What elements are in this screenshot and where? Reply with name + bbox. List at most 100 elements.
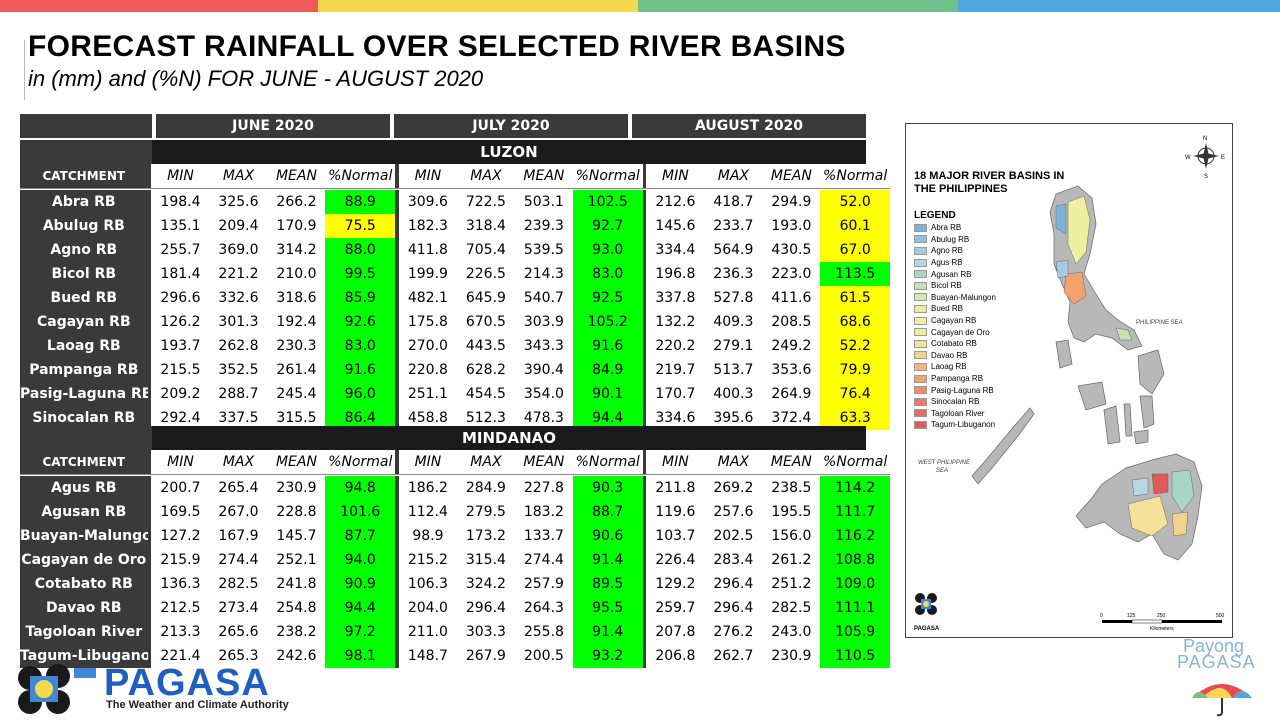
mean-value: 251.2 [771, 576, 812, 592]
percent-normal-value: 102.5 [572, 190, 643, 214]
mean-value: 274.4 [523, 552, 564, 568]
min-value: 226.4 [655, 552, 696, 568]
max-value: 296.4 [713, 600, 754, 616]
legend-swatch [914, 270, 927, 279]
min-value: 458.8 [407, 410, 448, 426]
percent-normal-value: 90.1 [572, 382, 643, 406]
column-label: MAX [222, 454, 255, 470]
pagasa-tagline: The Weather and Climate Authority [106, 699, 289, 711]
legend-item: Agusan RB [914, 268, 996, 280]
min-value: 209.2 [160, 386, 201, 402]
mean-value: 230.3 [276, 338, 317, 354]
column-separator [147, 382, 152, 406]
catchment-label: CATCHMENT [20, 450, 148, 474]
philippine-sea-label: PHILIPPINE SEA [1136, 320, 1183, 326]
column-separator [395, 214, 399, 238]
min-value: 309.6 [407, 194, 448, 210]
mean-value: 261.4 [276, 362, 317, 378]
column-separator [642, 164, 647, 188]
column-label: MAX [470, 168, 502, 184]
min-value: 103.7 [655, 528, 696, 544]
legend-item: Agus RB [914, 257, 996, 269]
catchment-name: Pampanga RB [20, 358, 148, 382]
column-separator [642, 310, 647, 334]
compass-s-label: S [1204, 174, 1208, 180]
mean-value: 318.6 [276, 290, 317, 306]
cotabato-basin [1127, 495, 1169, 537]
column-label: MEAN [770, 168, 812, 184]
legend-swatch [914, 420, 927, 429]
legend-swatch [914, 304, 927, 313]
mean-value: 314.2 [276, 242, 317, 258]
mean-value: 210.0 [276, 266, 317, 282]
max-value: 267.0 [218, 504, 259, 520]
max-value: 418.7 [713, 194, 754, 210]
column-separator [395, 310, 399, 334]
min-value: 112.4 [407, 504, 448, 520]
column-separator [395, 286, 399, 310]
percent-normal-value: 92.5 [572, 286, 643, 310]
min-value: 259.7 [655, 600, 696, 616]
max-value: 167.9 [218, 528, 259, 544]
legend-label: Abulug RB [931, 234, 970, 244]
percent-normal-value: 109.0 [820, 572, 890, 596]
samar-island [1137, 349, 1165, 395]
min-value: 145.6 [655, 218, 696, 234]
max-value: 409.3 [713, 314, 754, 330]
mean-value: 264.9 [771, 386, 812, 402]
top-color-bar [0, 0, 1280, 12]
mean-value: 353.6 [771, 362, 812, 378]
table-row: Bicol RB 181.4 221.2 210.0 99.5 199.9 226.5 214… [20, 262, 890, 286]
bohol-island [1133, 429, 1149, 445]
table-row: Laoag RB 193.7 262.8 230.3 83.0 270.0 443.5 343… [20, 334, 890, 358]
cagayan-basin [1067, 195, 1091, 265]
min-value: 136.3 [160, 576, 201, 592]
catchment-header-blank [20, 426, 152, 450]
column-separator [395, 334, 399, 358]
min-value: 221.4 [160, 648, 201, 664]
scale-label-250: 250 [1157, 613, 1166, 619]
column-separator [395, 164, 399, 188]
max-value: 645.9 [465, 290, 506, 306]
percent-normal-value: 90.3 [572, 476, 643, 500]
compass-w-label: W [1185, 155, 1191, 161]
percent-normal-value: 91.4 [572, 620, 643, 644]
mean-value: 245.4 [276, 386, 317, 402]
percent-normal-value: 61.5 [820, 286, 890, 310]
min-value: 175.8 [407, 314, 448, 330]
scale-label-125: 125 [1127, 613, 1136, 619]
mean-value: 238.5 [771, 480, 812, 496]
mean-value: 478.3 [523, 410, 564, 426]
catchment-name: Cagayan RB [20, 310, 148, 334]
column-label: MEAN [275, 454, 317, 470]
mean-value: 192.4 [276, 314, 317, 330]
pagasa-small-logo-icon [915, 593, 937, 615]
percent-normal-value: 97.2 [325, 620, 396, 644]
mean-value: 227.8 [523, 480, 564, 496]
mean-value: 257.9 [523, 576, 564, 592]
catchment-name: Laoag RB [20, 334, 148, 358]
catchment-name: Agno RB [20, 238, 148, 262]
catchment-label: CATCHMENT [20, 164, 148, 188]
catchment-header-blank [20, 140, 152, 164]
min-value: 186.2 [407, 480, 448, 496]
percent-normal-value: 116.2 [820, 524, 890, 548]
table-row: Agno RB 255.7 369.0 314.2 88.0 411.8 705.4 539.… [20, 238, 890, 262]
min-value: 148.7 [407, 648, 448, 664]
min-value: 119.6 [655, 504, 696, 520]
legend-title: LEGEND [914, 210, 956, 221]
table-row: Tagum-Libuganon 221.4 265.3 242.6 98.1 148.7 2… [20, 644, 890, 668]
max-value: 265.6 [218, 624, 259, 640]
legend-label: Tagoloan River [931, 408, 985, 418]
map-agency-label: PAGASA [914, 626, 940, 632]
mean-value: 252.1 [276, 552, 317, 568]
compass-n-label: N [1203, 136, 1207, 142]
mean-value: 294.9 [771, 194, 812, 210]
percent-normal-value: 85.9 [325, 286, 396, 310]
max-value: 564.9 [713, 242, 754, 258]
column-separator [642, 644, 647, 668]
column-separator [147, 238, 152, 262]
percent-normal-value: 90.9 [325, 572, 396, 596]
cebu-island [1123, 403, 1133, 437]
max-value: 221.2 [218, 266, 259, 282]
